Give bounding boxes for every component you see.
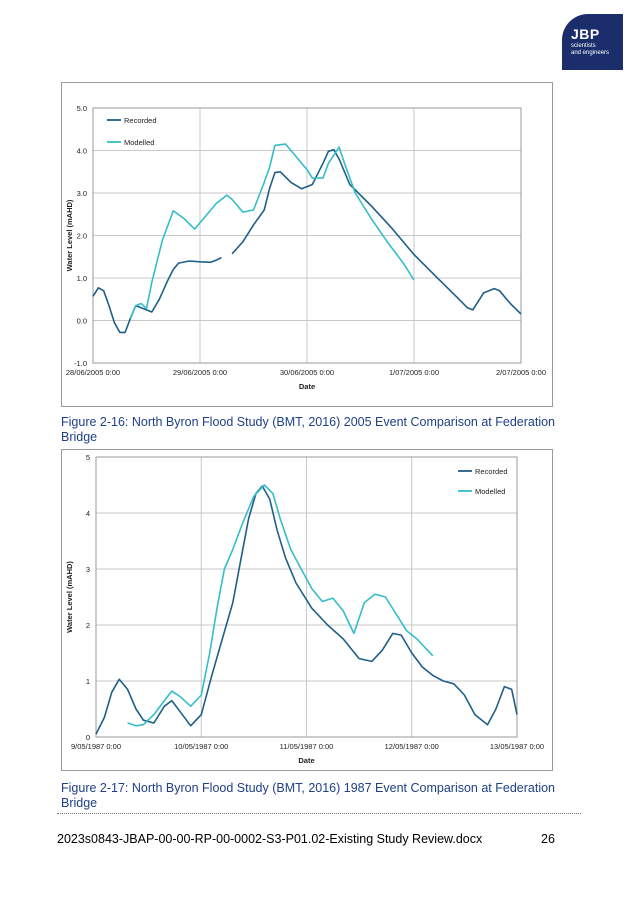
- x-tick-label: 12/05/1987 0:00: [385, 742, 439, 751]
- series-line-recorded: [92, 256, 222, 334]
- logo-tagline-line-1: scientists: [571, 43, 596, 49]
- chart-1987-svg: 0 1 2 3 4 5 9/05/1987 0:00 10/05/1987 0:00 11/05…: [65, 453, 544, 765]
- footer-page-number: 26: [541, 832, 555, 846]
- x-tick-label: 28/06/2005 0:00: [66, 368, 120, 377]
- x-tick-label: 10/05/1987 0:00: [174, 742, 228, 751]
- y-tick-label: -1.0: [74, 359, 87, 368]
- x-axis-title: Date: [299, 382, 315, 391]
- series-line-modelled: [129, 143, 415, 319]
- y-tick-label: 4.0: [77, 147, 87, 156]
- y-tick-label: 4: [86, 509, 90, 518]
- series-line-modelled: [127, 484, 434, 727]
- y-tick-label: 1: [86, 677, 90, 686]
- figure-2-17-caption: Figure 2-17: North Byron Flood Study (BM…: [61, 781, 556, 810]
- y-tick-label: 1.0: [77, 274, 87, 283]
- y-tick-label: 0: [86, 733, 90, 742]
- y-tick-label: 2: [86, 621, 90, 630]
- y-tick-label: 5.0: [77, 104, 87, 113]
- y-axis-title: Water Level (mAHD): [65, 199, 74, 271]
- jbp-logo: JBP scientists and engineers: [562, 14, 623, 70]
- logo-brand: JBP: [571, 26, 600, 42]
- y-tick-label: 5: [86, 453, 90, 462]
- y-tick-label: 0.0: [77, 317, 87, 326]
- y-tick-label: 2.0: [77, 232, 87, 241]
- chart-1987-event: 0 1 2 3 4 5 9/05/1987 0:00 10/05/1987 0:00 11/05…: [61, 449, 553, 771]
- x-tick-label: 13/05/1987 0:00: [490, 742, 544, 751]
- chart-2005-event: -1.0 0.0 1.0 2.0 3.0 4.0 5.0 28/06/2005 0:00 29/…: [61, 82, 553, 407]
- logo-tagline: scientists and engineers: [571, 43, 609, 57]
- x-tick-label: 2/07/2005 0:00: [496, 368, 546, 377]
- x-axis-title: Date: [298, 756, 314, 765]
- legend-label-modelled: Modelled: [124, 138, 154, 147]
- y-axis-title: Water Level (mAHD): [65, 561, 74, 633]
- footer-divider: [57, 813, 581, 814]
- series-line-recorded: [231, 148, 522, 315]
- series-line-recorded: [95, 485, 518, 735]
- x-tick-label: 30/06/2005 0:00: [280, 368, 334, 377]
- y-tick-label: 3.0: [77, 189, 87, 198]
- logo-tagline-line-2: and engineers: [571, 50, 610, 56]
- x-tick-label: 11/05/1987 0:00: [280, 742, 334, 751]
- plot-area: [92, 107, 522, 364]
- legend-label-recorded: Recorded: [475, 467, 508, 476]
- x-tick-label: 29/06/2005 0:00: [173, 368, 227, 377]
- plot-area: [95, 456, 518, 738]
- figure-2-16-caption: Figure 2-16: North Byron Flood Study (BM…: [61, 415, 556, 444]
- y-tick-label: 3: [86, 565, 90, 574]
- x-tick-label: 9/05/1987 0:00: [71, 742, 121, 751]
- legend-label-modelled: Modelled: [475, 487, 505, 496]
- chart-2005-svg: -1.0 0.0 1.0 2.0 3.0 4.0 5.0 28/06/2005 0:00 29/…: [65, 104, 546, 391]
- legend-label-recorded: Recorded: [124, 116, 157, 125]
- x-tick-label: 1/07/2005 0:00: [389, 368, 439, 377]
- footer-document-name: 2023s0843-JBAP-00-00-RP-00-0002-S3-P01.0…: [57, 832, 483, 846]
